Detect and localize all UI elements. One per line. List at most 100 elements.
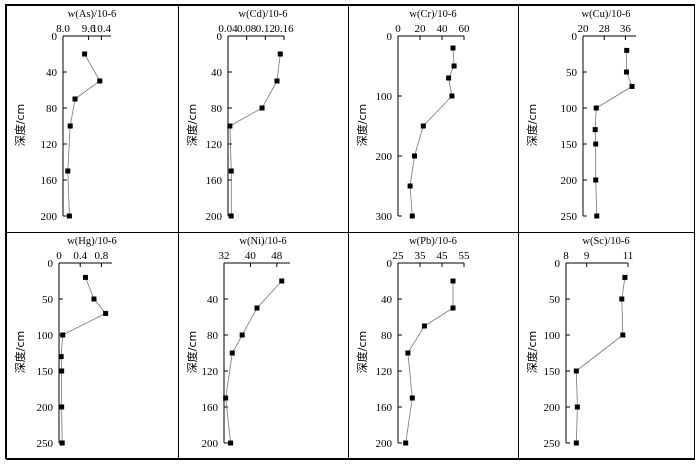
x-tick-label: 55 (459, 250, 471, 262)
x-tick-label: 0 (395, 23, 401, 35)
data-point (228, 213, 234, 219)
x-tick-label: 9 (584, 250, 590, 262)
data-point (223, 395, 229, 401)
y-tick-label: 100 (544, 330, 561, 342)
y-axis-label: 深度/cm (185, 104, 199, 146)
data-point (229, 350, 235, 356)
panel-title: w(Cd)/10-6 (239, 9, 288, 20)
y-axis-label: 深度/cm (355, 331, 369, 373)
panel-title: w(Cu)/10-6 (582, 9, 631, 20)
y-tick-label: 100 (37, 330, 54, 342)
data-point (574, 404, 580, 410)
panel-border (6, 5, 179, 233)
x-tick-label: 48 (271, 250, 283, 262)
data-point (228, 440, 234, 446)
panel-cr: w(Cr)/10-6 0 20 40 60 0 100 200 300 深度/cm (348, 5, 519, 233)
y-tick-label: 150 (37, 366, 54, 378)
y-axis-label: 深度/cm (13, 104, 27, 146)
x-tick-label: 20 (415, 23, 427, 35)
panel-border (6, 232, 179, 460)
data-point (446, 75, 452, 81)
panel-cu: w(Cu)/10-6 20 28 36 0 50 100 150 200 250 深度/cm (518, 5, 695, 233)
panel-title: w(As)/10-6 (68, 9, 116, 20)
y-tick-label: 120 (206, 139, 223, 151)
y-tick-label: 120 (41, 139, 58, 151)
x-tick-label: 0.8 (95, 250, 109, 262)
y-axis-label: 深度/cm (13, 331, 27, 373)
data-point (227, 123, 233, 129)
data-point (67, 123, 73, 129)
data-point (620, 332, 626, 338)
series-line (225, 280, 283, 444)
data-point (409, 395, 415, 401)
y-tick-label: 0 (555, 258, 561, 270)
data-point (254, 305, 260, 311)
data-point (277, 51, 283, 57)
panel-title: w(Hg)/10-6 (67, 236, 117, 247)
data-point (592, 127, 598, 133)
data-point (59, 440, 65, 446)
panel-title: w(Ni)/10-6 (239, 236, 286, 247)
y-tick-label: 150 (544, 366, 561, 378)
y-tick-label: 200 (544, 402, 561, 414)
series-line (409, 47, 455, 217)
y-tick-label: 200 (561, 175, 578, 187)
data-point (624, 47, 630, 53)
series-line (575, 277, 626, 444)
y-tick-label: 200 (37, 402, 54, 414)
data-point (573, 440, 579, 446)
data-point (409, 213, 415, 219)
y-tick-label: 200 (202, 438, 219, 450)
y-tick-label: 50 (42, 294, 54, 306)
data-point (65, 168, 71, 174)
x-tick-label: 0 (56, 250, 62, 262)
x-tick-label: 35 (415, 250, 427, 262)
y-tick-label: 300 (376, 211, 393, 223)
y-tick-label: 0 (387, 31, 393, 43)
y-tick-label: 50 (549, 294, 561, 306)
series-line (60, 277, 107, 444)
panel-title: w(Sc)/10-6 (582, 236, 629, 247)
data-point (573, 368, 579, 374)
x-tick-label: 10.4 (92, 23, 112, 35)
data-point (593, 141, 599, 147)
x-tick-label: 0.16 (274, 23, 294, 35)
figure-border (5, 4, 695, 459)
panel-border (518, 5, 695, 233)
data-point (593, 105, 599, 111)
y-tick-label: 250 (561, 211, 578, 223)
data-point (91, 296, 97, 302)
data-point (83, 274, 88, 280)
panel-border (518, 232, 695, 460)
data-point (622, 274, 628, 280)
panel-title: w(Pb)/10-6 (409, 236, 457, 247)
y-tick-label: 160 (376, 402, 393, 414)
panel-ni: w(Ni)/10-6 32 40 48 40 80 120 160 200 深度/cm (178, 232, 349, 460)
x-tick-label: 0.08 (237, 23, 257, 35)
data-point (259, 105, 265, 111)
y-tick-label: 40 (211, 67, 223, 79)
series-line (594, 50, 633, 217)
y-tick-label: 80 (381, 330, 393, 342)
data-point (239, 332, 245, 338)
y-tick-label: 80 (207, 330, 219, 342)
panel-title: w(Cr)/10-6 (409, 9, 456, 20)
x-tick-label: 8 (563, 250, 569, 262)
y-axis-label: 深度/cm (185, 331, 199, 373)
y-tick-label: 0 (387, 258, 393, 270)
data-point (274, 78, 280, 84)
data-point (97, 78, 103, 84)
y-tick-label: 160 (41, 175, 58, 187)
panel-cd: w(Cd)/10-60.04 0.08 0.12 0.16 0 40 80 120 160 200… (178, 5, 349, 233)
data-point (403, 440, 409, 446)
data-point (623, 69, 629, 75)
y-axis-label: 深度/cm (355, 104, 369, 146)
panel-border (348, 232, 519, 460)
x-tick-label: 36 (620, 23, 632, 35)
y-tick-label: 0 (48, 258, 54, 270)
data-point (450, 45, 456, 51)
x-tick-label: 28 (599, 23, 611, 35)
data-point (58, 354, 64, 360)
data-point (59, 404, 65, 410)
y-tick-label: 0 (52, 31, 58, 43)
